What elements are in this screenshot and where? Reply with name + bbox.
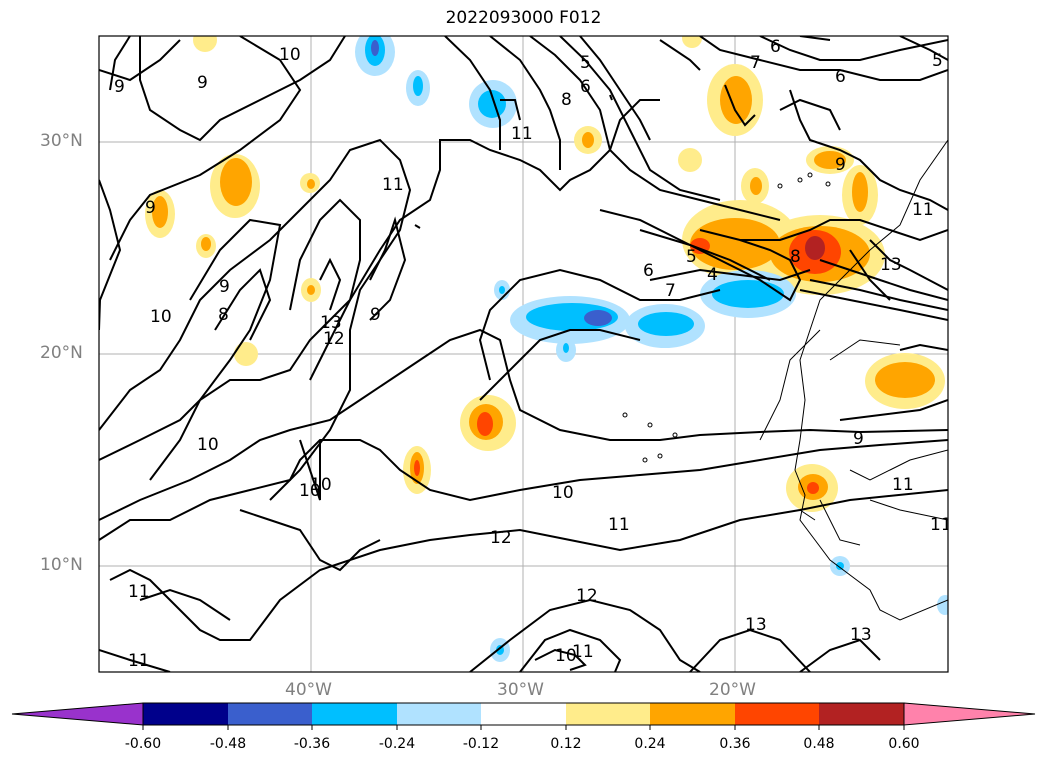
contour-label: 9 [197,73,208,93]
colorbar-segment [650,703,735,725]
contour-label: 6 [835,67,846,87]
contour-label: 5 [686,247,697,267]
contour-label: 9 [145,198,156,218]
contour-label: 11 [128,651,150,671]
contour-label: 12 [576,586,598,606]
colorbar [11,702,1036,730]
contour-label: 9 [114,77,125,97]
contour-label: 10 [299,481,321,501]
lon-label-30w: 30°W [497,680,544,700]
contour-label: 6 [643,261,654,281]
colorbar-segment [397,703,481,725]
contour-label: 12 [490,528,512,548]
contour-label: 11 [930,515,952,535]
contour-label: 13 [850,625,872,645]
contour-label: 5 [580,53,591,73]
contour-label: 7 [665,281,676,301]
colorbar-tick-label: -0.24 [378,736,416,752]
colorbar-segment [312,703,397,725]
contour-label: 10 [150,307,172,327]
colorbar-tick-label: -0.12 [462,736,500,752]
colorbar-segment [143,703,228,725]
contour-label: 13 [320,313,342,333]
map-title: 2022093000 F012 [445,8,602,28]
colorbar-extend-right [903,702,1036,726]
lat-label-10n: 10°N [40,555,83,575]
colorbar-tick-label: -0.60 [124,736,162,752]
contour-label: 11 [608,515,630,535]
lon-label-20w: 20°W [709,680,756,700]
contour-label: 13 [880,255,902,275]
colorbar-tick-label: -0.48 [209,736,247,752]
colorbar-tick-marks [142,725,905,730]
contour-label: 11 [912,200,934,220]
contour-label: 9 [853,429,864,449]
colorbar-extend-left [11,702,144,726]
colorbar-tick-label: 0.60 [888,736,920,752]
colorbar-segment [566,703,650,725]
contour-label: 9 [370,305,381,325]
contour-label: 11 [128,582,150,602]
colorbar-segment [481,703,566,725]
colorbar-segment [228,703,312,725]
colorbar-tick-label: 0.12 [550,736,582,752]
colorbar-tick-label: 0.48 [803,736,835,752]
contour-label: 6 [770,37,781,57]
colorbar-tick-label: -0.36 [293,736,331,752]
map-frame [98,35,949,673]
contour-label: 8 [218,305,229,325]
coastlines [622,139,948,621]
contour-label: 6 [580,77,591,97]
contour-label: 9 [219,277,230,297]
contour-label: 10 [279,45,301,65]
lon-label-40w: 40°W [285,680,332,700]
contour-label: 12 [323,329,345,349]
contour-label: 11 [511,124,533,144]
lat-label-20n: 20°N [40,343,83,363]
colorbar-tick-label: 0.36 [719,736,751,752]
lat-label-30n: 30°N [40,131,83,151]
colorbar-segment [735,703,819,725]
contour-label: 5 [932,51,943,71]
contour-label: 9 [835,155,846,175]
contour-label: 7 [750,53,761,73]
contour-label: 11 [382,175,404,195]
contour-label: 11 [892,475,914,495]
contour-lines [99,36,948,672]
contour-label-group: 10 9 9 11 11 8 6 5 6 7 6 5 9 9 8 6 5 4 7… [114,37,952,671]
colorbar-tick-label: 0.24 [634,736,666,752]
contour-label: 10 [197,435,219,455]
colorbar-segment [819,703,904,725]
contour-label: 4 [707,265,718,285]
contour-label: 8 [790,247,801,267]
contour-label: 10 [310,475,332,495]
contour-label: 8 [561,90,572,110]
contour-label: 11 [572,642,594,662]
contour-label: 10 [552,483,574,503]
map-plot-area: 10 9 9 11 11 8 6 5 6 7 6 5 9 9 8 6 5 4 7… [99,36,952,672]
contour-label: 13 [745,615,767,635]
contour-label: 10 [555,646,577,666]
